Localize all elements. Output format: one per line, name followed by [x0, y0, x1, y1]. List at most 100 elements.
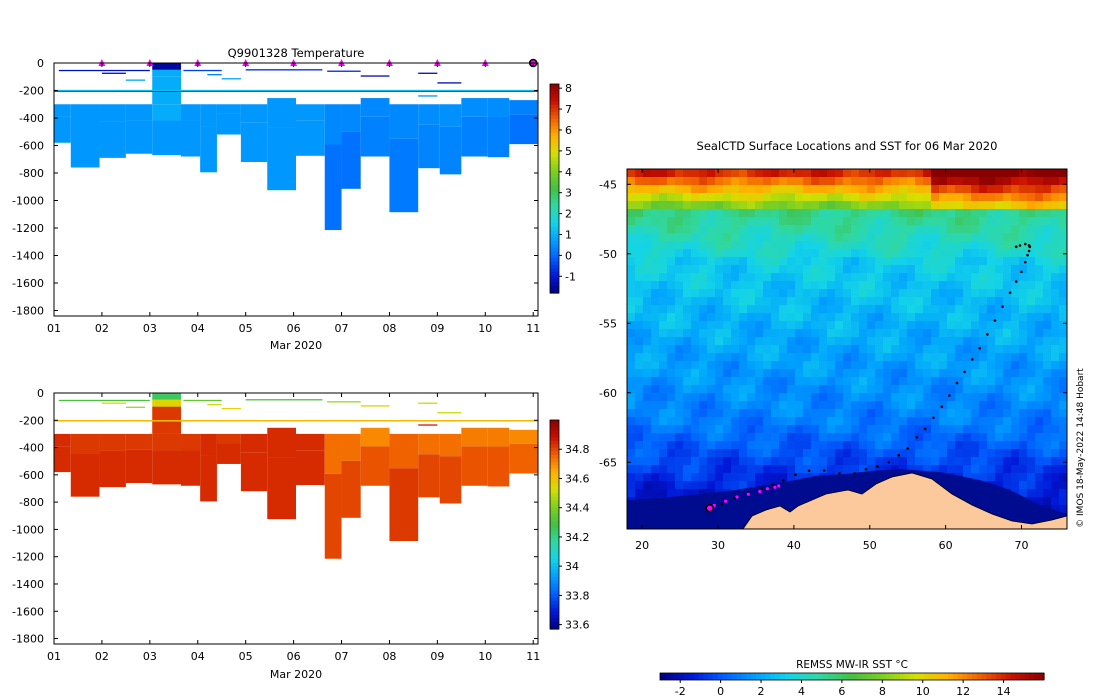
sst-cell — [843, 313, 852, 322]
sst-cell — [1019, 177, 1028, 186]
sst-cell — [955, 241, 964, 250]
sst-cell — [755, 321, 764, 330]
sst-cell — [1051, 449, 1060, 458]
sst-cell — [939, 169, 948, 178]
sst-cell — [739, 425, 748, 434]
profile-deep-cell — [152, 450, 181, 485]
profile-deep-cell — [418, 104, 440, 125]
sst-cell — [1043, 249, 1052, 258]
sst-cell — [627, 281, 636, 290]
sst-cell — [899, 217, 908, 226]
sst-cell — [1059, 417, 1067, 426]
sst-cell — [899, 337, 908, 346]
sst-cell — [987, 289, 996, 298]
colorbar-segment — [550, 282, 559, 287]
colorbar-segment — [866, 673, 872, 680]
sst-cell — [771, 217, 780, 226]
sst-cell — [699, 297, 708, 306]
sst-cell — [931, 321, 940, 330]
sst-cell — [835, 233, 844, 242]
sst-cell — [651, 217, 660, 226]
sst-cell — [1003, 329, 1012, 338]
colorbar-segment — [550, 594, 559, 599]
sst-cell — [811, 177, 820, 186]
sst-cell — [771, 361, 780, 370]
sst-cell — [891, 281, 900, 290]
sst-cell — [699, 185, 708, 194]
sst-cell — [883, 329, 892, 338]
sst-cell — [715, 393, 724, 402]
sst-cell — [1019, 457, 1028, 466]
sst-cell — [779, 369, 788, 378]
sst-cell — [891, 417, 900, 426]
sst-cell — [979, 417, 988, 426]
sst-cell — [691, 289, 700, 298]
sst-cell — [1035, 297, 1044, 306]
sst-cell — [939, 401, 948, 410]
sst-cell — [659, 169, 668, 178]
sst-cell — [643, 337, 652, 346]
sst-cell — [867, 201, 876, 210]
salinity-y-ticks: 0-200-400-600-800-1000-1200-1400-1600-18… — [12, 387, 538, 646]
sst-cell — [923, 257, 932, 266]
sst-cell — [731, 409, 740, 418]
sst-cell — [811, 289, 820, 298]
sst-cell — [843, 369, 852, 378]
sst-cell — [723, 225, 732, 234]
sst-cell — [995, 249, 1004, 258]
sst-cell — [899, 425, 908, 434]
sst-cell — [907, 201, 916, 210]
colorbar-segment — [550, 486, 559, 491]
sst-cell — [907, 329, 916, 338]
sst-cell — [819, 393, 828, 402]
sst-cell — [819, 401, 828, 410]
sst-cell — [883, 369, 892, 378]
sst-cell — [683, 249, 692, 258]
sst-cell — [755, 369, 764, 378]
sst-cell — [691, 217, 700, 226]
sst-cell — [971, 425, 980, 434]
sst-cell — [891, 193, 900, 202]
sst-cell — [891, 257, 900, 266]
sst-cell — [667, 193, 676, 202]
sst-cell — [875, 305, 884, 314]
sst-cell — [747, 225, 756, 234]
sst-cell — [963, 273, 972, 282]
sst-cell — [819, 233, 828, 242]
sst-cell — [635, 185, 644, 194]
track-point — [1001, 305, 1004, 308]
sst-cell — [843, 345, 852, 354]
sst-cell — [723, 209, 732, 218]
sst-cell — [955, 249, 964, 258]
track-point — [838, 472, 841, 475]
colorbar-segment — [813, 673, 819, 680]
sst-cell — [907, 169, 916, 178]
sst-cell — [747, 169, 756, 178]
sst-cell — [1019, 337, 1028, 346]
sst-cell — [731, 369, 740, 378]
sst-cell — [707, 209, 716, 218]
sst-cell — [683, 257, 692, 266]
sst-cell — [675, 481, 684, 490]
sst-cell — [1011, 169, 1020, 178]
sst-cell — [651, 185, 660, 194]
colorbar-tick-label: 12 — [956, 685, 970, 698]
sst-cell — [891, 353, 900, 362]
x-tick-label: 08 — [382, 650, 396, 663]
sst-cell — [763, 217, 772, 226]
track-point — [887, 460, 891, 464]
sst-cell — [755, 401, 764, 410]
sst-cell — [715, 481, 724, 490]
sst-cell — [899, 417, 908, 426]
sst-cell — [995, 321, 1004, 330]
sst-cell — [819, 201, 828, 210]
sst-cell — [987, 169, 996, 178]
sst-cell — [947, 401, 956, 410]
sst-cell — [651, 329, 660, 338]
sst-cell — [955, 345, 964, 354]
sst-cell — [883, 393, 892, 402]
sst-cell — [819, 297, 828, 306]
profile-deep-cell — [99, 104, 126, 122]
sst-cell — [939, 385, 948, 394]
sst-cell — [723, 457, 732, 466]
